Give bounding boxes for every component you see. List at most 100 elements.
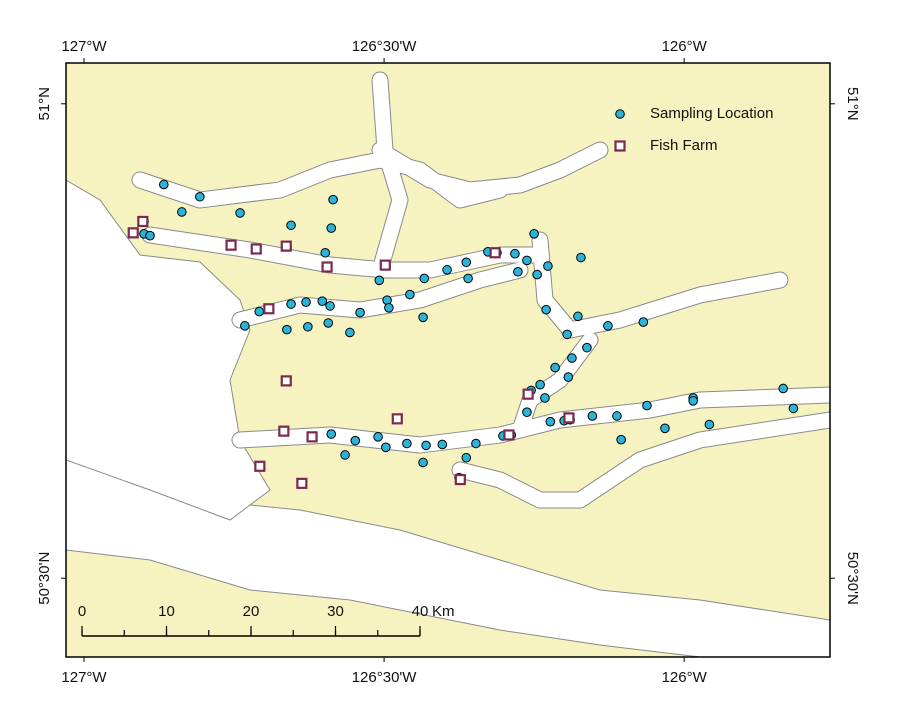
- sampling-location: [301, 297, 311, 307]
- sampling-location: [355, 307, 365, 318]
- sampling-location: [463, 273, 473, 284]
- legend-label: Fish Farm: [650, 137, 718, 154]
- legend-marker: [615, 109, 625, 119]
- sampling-location: [704, 419, 715, 430]
- sampling-location: [562, 329, 572, 340]
- sampling-location: [195, 191, 205, 202]
- sampling-location: [323, 318, 334, 328]
- fish-farm: [391, 413, 403, 425]
- sampling-location: [235, 208, 245, 218]
- sampling-location: [374, 275, 385, 286]
- sampling-location: [573, 311, 583, 322]
- sampling-location: [373, 432, 383, 442]
- scale-bar-unit: Km: [432, 603, 455, 620]
- sampling-location: [418, 312, 428, 323]
- sampling-location: [587, 411, 598, 421]
- fish-farm: [250, 243, 262, 255]
- legend-label: Sampling Location: [650, 105, 773, 122]
- sampling-location: [582, 342, 592, 353]
- sampling-location: [286, 299, 296, 309]
- sampling-location: [540, 393, 550, 403]
- basemap: [66, 63, 830, 657]
- sampling-location: [543, 261, 553, 271]
- sampling-location: [461, 257, 472, 268]
- sampling-location: [550, 362, 560, 373]
- sampling-location: [522, 407, 532, 417]
- fish-farm: [489, 247, 501, 259]
- sampling-location: [638, 317, 649, 327]
- sampling-location: [541, 304, 551, 315]
- sampling-location: [328, 194, 338, 205]
- x-tick-label-top: 126°W: [662, 38, 708, 55]
- scale-bar-label: 0: [78, 603, 86, 620]
- fish-farm: [137, 215, 149, 228]
- fish-farm: [306, 431, 318, 443]
- fish-farm: [321, 261, 333, 273]
- scale-bar-label: 20: [243, 603, 260, 620]
- sampling-location: [778, 383, 788, 394]
- sampling-location: [603, 321, 613, 331]
- sampling-location: [159, 179, 169, 190]
- sampling-location: [532, 269, 542, 280]
- scale-bar-label: 40: [412, 603, 429, 620]
- x-tick-label-bottom: 127°W: [61, 669, 107, 686]
- legend-marker: [614, 140, 626, 152]
- sampling-location: [317, 296, 328, 306]
- fish-farm: [503, 429, 515, 441]
- fish-farm: [254, 460, 266, 472]
- x-tick-label-bottom: 126°W: [662, 669, 708, 686]
- y-tick-label-right: 50°30'N: [844, 552, 861, 605]
- sampling-location: [522, 255, 532, 266]
- sampling-location: [320, 247, 331, 258]
- sampling-location: [567, 353, 577, 363]
- scale-bar-label: 30: [327, 603, 344, 620]
- fish-farm: [225, 239, 237, 251]
- sampling-location: [788, 403, 799, 414]
- sampling-location: [145, 230, 155, 241]
- fish-farm: [127, 227, 139, 239]
- sampling-location: [381, 442, 391, 453]
- sampling-location: [282, 324, 292, 335]
- sampling-location: [326, 429, 337, 439]
- fish-farm: [454, 473, 466, 486]
- x-tick-label-bottom: 126°30'W: [352, 669, 418, 686]
- sampling-location: [545, 416, 556, 427]
- sampling-location: [325, 301, 335, 311]
- sampling-location: [326, 223, 337, 233]
- y-tick-label-left: 51°N: [36, 87, 53, 121]
- sampling-location: [303, 321, 313, 332]
- sampling-location: [529, 228, 539, 239]
- sampling-location: [535, 379, 545, 390]
- sampling-location: [350, 435, 361, 446]
- sampling-location: [576, 252, 586, 263]
- sampling-location: [461, 452, 472, 463]
- sampling-location: [345, 327, 355, 338]
- map-frame: [65, 62, 831, 658]
- fish-farm: [280, 240, 292, 252]
- sampling-location: [563, 372, 574, 382]
- sampling-location: [442, 265, 452, 275]
- x-tick-label-top: 127°W: [61, 38, 107, 55]
- sampling-location: [510, 248, 520, 259]
- sampling-location: [612, 411, 622, 421]
- sampling-location: [240, 321, 250, 331]
- sampling-location: [471, 438, 481, 449]
- sampling-location: [616, 434, 626, 445]
- fish-farm: [379, 259, 391, 271]
- sampling-location: [254, 306, 265, 317]
- fish-farm: [563, 412, 575, 424]
- fish-farm: [280, 375, 292, 387]
- sampling-location: [419, 273, 430, 284]
- sampling-location: [513, 266, 523, 277]
- y-tick-label-left: 50°30'N: [36, 552, 53, 605]
- sampling-location: [405, 289, 415, 300]
- x-tick-label-top: 126°30'W: [352, 38, 418, 55]
- sampling-location: [286, 220, 296, 231]
- y-tick-label-right: 51°N: [844, 87, 861, 121]
- fish-farm: [263, 303, 275, 315]
- scale-bar-label: 10: [158, 603, 175, 620]
- sampling-location: [177, 207, 187, 217]
- sampling-location: [421, 440, 431, 451]
- sampling-location: [384, 303, 394, 313]
